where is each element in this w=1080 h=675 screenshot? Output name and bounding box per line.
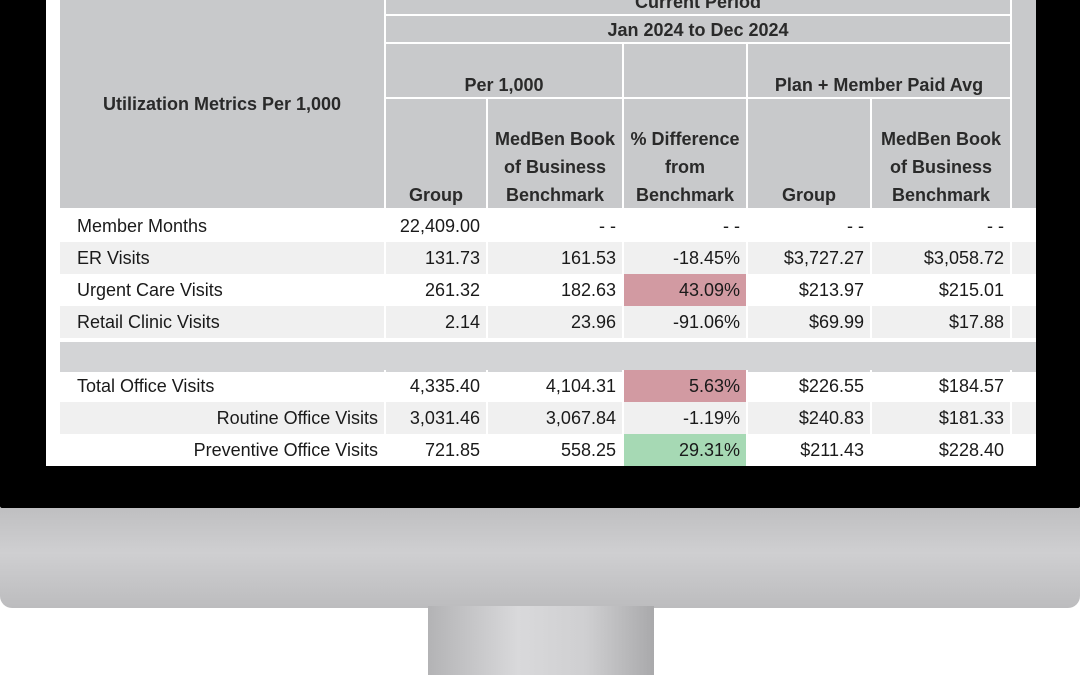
group-diff-spacer [624, 44, 748, 99]
group-plan-paid: Plan + Member Paid Avg [748, 44, 1010, 99]
cell-paid-group: $240.83 [748, 402, 872, 434]
row-label: Retail Clinic Visits [60, 306, 386, 338]
cell-paid-bench: - - [987, 216, 1004, 236]
period-title: Current Period [386, 0, 1010, 16]
col-diff-line2: from [665, 157, 705, 177]
row-label: Routine Office Visits [60, 402, 386, 434]
row-label: Total Office Visits [60, 370, 386, 402]
cell-bench: 23.96 [488, 306, 624, 338]
col-benchmark-line3: Benchmark [505, 185, 605, 205]
col-group-header: Group [386, 99, 488, 208]
cell-group: 2.14 [386, 306, 488, 338]
row-edge-cell [1010, 306, 1036, 338]
cell-bench: 558.25 [488, 434, 624, 466]
row-edge-cell [1010, 402, 1036, 434]
row-label: ER Visits [60, 242, 386, 274]
col-diff-line1: % Difference [630, 129, 740, 149]
cell-paid-group: $69.99 [748, 306, 872, 338]
row-label: Urgent Care Visits [60, 274, 386, 306]
col-benchmark-line1: MedBen Book [494, 129, 615, 149]
group-per1000: Per 1,000 [386, 44, 624, 99]
cell-paid-bench: $215.01 [938, 280, 1004, 300]
col-diff-header: % Difference from Benchmark [624, 99, 748, 208]
col-benchmark-header: MedBen Book of Business Benchmark [488, 99, 624, 208]
header-edge-strip [1010, 0, 1036, 208]
row-edge-cell [1010, 434, 1036, 466]
col-paid-group-header: Group [748, 99, 872, 208]
period-range: Jan 2024 to Dec 2024 [386, 16, 1010, 44]
col-diff-line3: Benchmark [635, 185, 735, 205]
cell-group: 3,031.46 [386, 402, 488, 434]
row-edge-cell [1010, 274, 1036, 306]
row-label: Member Months [60, 210, 386, 242]
col-benchmark-line2: of Business [503, 157, 607, 177]
row-header-title-cell: Utilization Metrics Per 1,000 [60, 0, 386, 208]
cell-diff: -18.45% [624, 242, 748, 274]
cell-bench: 182.63 [488, 274, 624, 306]
cell-diff: -91.06% [624, 306, 748, 338]
cell-diff: 43.09% [624, 274, 748, 306]
section-spacer-row [60, 342, 1036, 372]
row-header-title: Utilization Metrics Per 1,000 [102, 94, 342, 114]
cell-group: 4,335.40 [386, 370, 488, 402]
cell-paid-bench: $181.33 [872, 402, 1010, 434]
col-paid-bench-line1: MedBen Book [880, 129, 1001, 149]
cell-bench: 161.53 [488, 242, 624, 274]
cell-paid-group: $3,727.27 [748, 242, 872, 274]
cell-diff: 5.63% [624, 370, 748, 402]
cell-paid-bench: $228.40 [938, 440, 1004, 460]
monitor-chin [0, 508, 1080, 608]
cell-paid-group: - - [748, 210, 872, 242]
cell-bench: 4,104.31 [488, 370, 624, 402]
cell-group: 22,409.00 [386, 210, 488, 242]
cell-paid-group: $211.43 [748, 434, 872, 466]
cell-group: 261.32 [386, 274, 488, 306]
col-paid-bench-line3: Benchmark [891, 185, 991, 205]
cell-diff: - - [624, 210, 748, 242]
cell-diff: 29.31% [624, 434, 748, 466]
col-paid-bench-header: MedBen Book of Business Benchmark [872, 99, 1010, 208]
row-edge-cell [1010, 210, 1036, 242]
cell-group: 721.85 [386, 434, 488, 466]
cell-paid-group: $226.55 [748, 370, 872, 402]
cell-paid-bench: $184.57 [938, 376, 1004, 396]
cell-bench: 3,067.84 [488, 402, 624, 434]
cell-diff: -1.19% [624, 402, 748, 434]
row-edge-cell [1010, 242, 1036, 274]
cell-paid-bench: $17.88 [872, 306, 1010, 338]
monitor-stand [428, 606, 654, 675]
cell-group: 131.73 [386, 242, 488, 274]
row-label: Preventive Office Visits [60, 434, 386, 466]
cell-bench: - - [488, 210, 624, 242]
row-edge-cell [1010, 370, 1036, 402]
cell-paid-group: $213.97 [748, 274, 872, 306]
col-paid-bench-line2: of Business [889, 157, 993, 177]
screen: Utilization Metrics Per 1,000 Current Pe… [46, 0, 1036, 466]
cell-paid-bench: $3,058.72 [872, 242, 1010, 274]
